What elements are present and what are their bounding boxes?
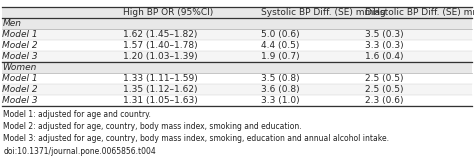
Text: Model 1: adjusted for age and country.: Model 1: adjusted for age and country. <box>3 110 151 119</box>
Text: Model 2: Model 2 <box>2 85 38 94</box>
Text: 1.6 (0.4): 1.6 (0.4) <box>365 52 403 61</box>
Bar <box>2 84 472 95</box>
Text: 1.33 (1.11–1.59): 1.33 (1.11–1.59) <box>123 74 198 83</box>
Text: doi:10.1371/journal.pone.0065856.t004: doi:10.1371/journal.pone.0065856.t004 <box>3 147 156 156</box>
Bar <box>2 73 472 84</box>
Bar <box>2 51 472 62</box>
Text: Systolic BP Diff. (SE) mmHg: Systolic BP Diff. (SE) mmHg <box>261 7 385 16</box>
Text: 4.4 (0.5): 4.4 (0.5) <box>261 41 299 50</box>
Text: High BP OR (95%CI): High BP OR (95%CI) <box>123 7 213 16</box>
Text: Model 3: adjusted for age, country, body mass index, smoking, education and annu: Model 3: adjusted for age, country, body… <box>3 134 389 143</box>
Text: 1.62 (1.45–1.82): 1.62 (1.45–1.82) <box>123 30 198 39</box>
Text: 1.31 (1.05–1.63): 1.31 (1.05–1.63) <box>123 96 198 105</box>
Bar <box>2 62 472 73</box>
Bar <box>2 40 472 51</box>
Text: 3.5 (0.3): 3.5 (0.3) <box>365 30 403 39</box>
Bar <box>2 18 472 29</box>
Text: 1.20 (1.03–1.39): 1.20 (1.03–1.39) <box>123 52 198 61</box>
Text: Model 2: adjusted for age, country, body mass index, smoking and education.: Model 2: adjusted for age, country, body… <box>3 122 302 131</box>
Bar <box>2 95 472 106</box>
Text: 3.3 (0.3): 3.3 (0.3) <box>365 41 403 50</box>
Text: 3.3 (1.0): 3.3 (1.0) <box>261 96 299 105</box>
Text: Model 3: Model 3 <box>2 96 38 105</box>
Text: 3.6 (0.8): 3.6 (0.8) <box>261 85 299 94</box>
Text: Men: Men <box>2 19 21 28</box>
Text: Model 2: Model 2 <box>2 41 38 50</box>
Text: Model 1: Model 1 <box>2 30 38 39</box>
Text: 1.57 (1.40–1.78): 1.57 (1.40–1.78) <box>123 41 198 50</box>
Text: 1.35 (1.12–1.62): 1.35 (1.12–1.62) <box>123 85 198 94</box>
Text: Diastolic BP Diff. (SE) mmHg: Diastolic BP Diff. (SE) mmHg <box>365 7 474 16</box>
Text: 5.0 (0.6): 5.0 (0.6) <box>261 30 299 39</box>
Text: 2.3 (0.6): 2.3 (0.6) <box>365 96 403 105</box>
Text: Women: Women <box>2 63 37 72</box>
Text: 1.9 (0.7): 1.9 (0.7) <box>261 52 299 61</box>
Text: 3.5 (0.8): 3.5 (0.8) <box>261 74 299 83</box>
Text: 2.5 (0.5): 2.5 (0.5) <box>365 74 403 83</box>
Bar <box>2 29 472 40</box>
Text: Model 1: Model 1 <box>2 74 38 83</box>
Text: 2.5 (0.5): 2.5 (0.5) <box>365 85 403 94</box>
Bar <box>2 7 472 18</box>
Text: Model 3: Model 3 <box>2 52 38 61</box>
